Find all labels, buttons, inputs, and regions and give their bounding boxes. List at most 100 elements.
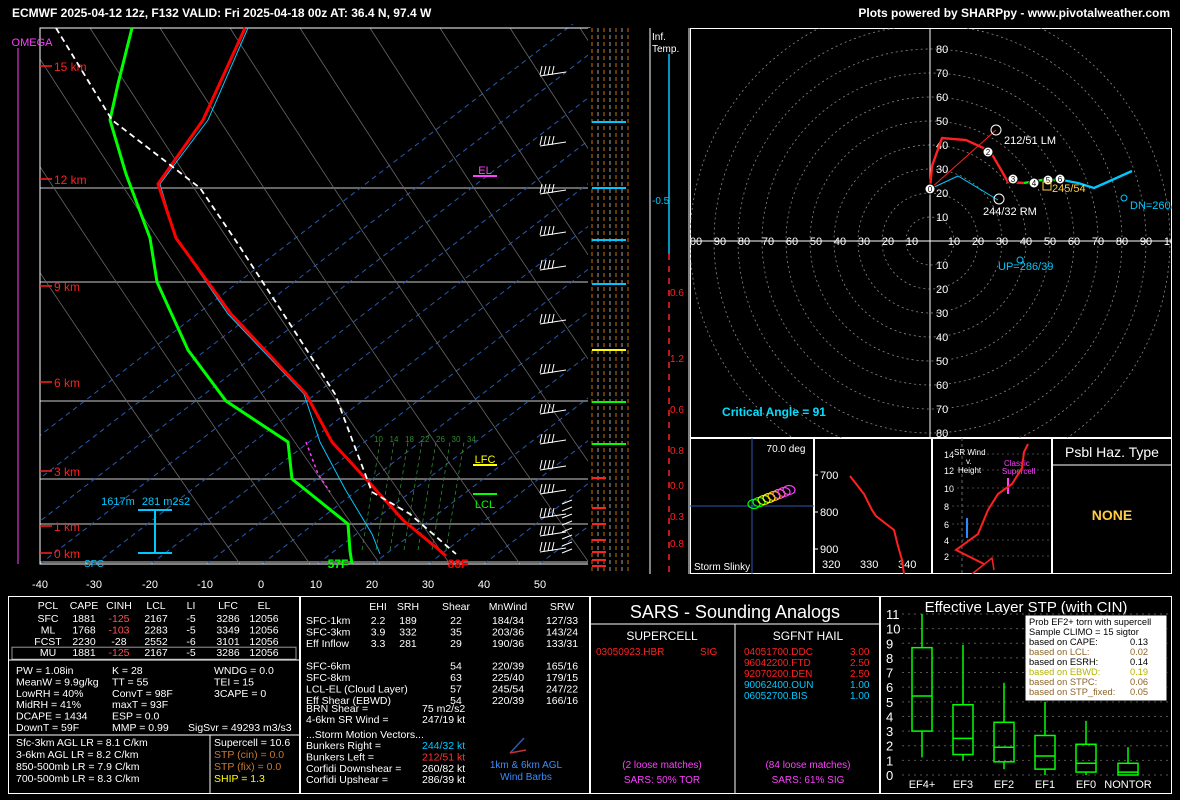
hail-title: SGFNT HAIL bbox=[773, 629, 844, 643]
critical-angle: Critical Angle = 91 bbox=[722, 405, 826, 419]
wind-barb bbox=[539, 513, 567, 519]
parcel-cell: 3286 bbox=[216, 647, 240, 659]
parcel-cell: 3349 bbox=[216, 624, 240, 636]
hodo-height-label: 5 bbox=[1046, 176, 1051, 185]
wind-barb-flag bbox=[551, 483, 555, 494]
thermo-col3: TEI = 15 bbox=[214, 676, 254, 688]
stp-legend-label: based on CAPE: bbox=[1029, 637, 1098, 647]
hail-match-val: 3.00 bbox=[850, 647, 870, 658]
parcel-cell: 2230 bbox=[72, 636, 96, 648]
wind-barb-flag bbox=[551, 259, 555, 270]
parcel-cell: 2552 bbox=[144, 636, 168, 648]
srw-profile bbox=[954, 443, 1029, 565]
barb-caption-1: 1km & 6km AGL bbox=[490, 760, 563, 771]
wind-barb-flag bbox=[551, 525, 555, 536]
hodo-ring-label-down: 50 bbox=[936, 356, 948, 368]
kinematics-panel: EHI SRH Shear MnWind SRW SFC-1km 2.2 189 22 184/3… bbox=[300, 596, 590, 794]
parcel-cell: -125 bbox=[108, 647, 129, 659]
stp-legend-value: 0.14 bbox=[1130, 657, 1148, 667]
barb-caption-2: Wind Barbs bbox=[500, 772, 552, 783]
parcel-header: LCL bbox=[146, 600, 165, 612]
hodo-height-marker bbox=[982, 146, 994, 158]
stp-category-label: EF0 bbox=[1076, 779, 1096, 791]
kin-cell: 179/15 bbox=[546, 672, 578, 684]
hazard-value: NONE bbox=[1092, 507, 1132, 523]
hodo-ring-label-down: 70 bbox=[936, 404, 948, 416]
kin-cell: 165/16 bbox=[546, 661, 578, 673]
sfc-barb bbox=[561, 513, 573, 519]
hodo-height-label: 4 bbox=[1032, 179, 1037, 188]
stp-legend-label: based on LCL: bbox=[1029, 647, 1089, 657]
composite-index: Supercell = 10.6 bbox=[214, 737, 290, 749]
parcel-cell: -5 bbox=[186, 624, 195, 636]
supercell-pct: SARS: 50% TOR bbox=[624, 775, 700, 786]
wind-barb-flag bbox=[547, 541, 551, 552]
thetae-y-label: 700 bbox=[820, 470, 838, 482]
kin-row-label: Eff Shear (EBWD) bbox=[306, 695, 391, 707]
lm-label: 212/51 LM bbox=[1004, 135, 1056, 147]
thermo-col1: DownT = 59F bbox=[16, 722, 79, 734]
lapse-rate: 850-500mb LR = 7.9 C/km bbox=[16, 761, 140, 773]
stp-box bbox=[993, 721, 1015, 763]
wind-barb-flag bbox=[539, 183, 543, 194]
inf-value: 0.6 bbox=[670, 288, 684, 299]
hodo-ring-label-up: 80 bbox=[936, 44, 948, 56]
srw46-label: 4-6km SR Wind = bbox=[306, 714, 389, 726]
kin-cell: 220/39 bbox=[492, 695, 524, 707]
kin-cell: 133/31 bbox=[546, 638, 578, 650]
hodo-x-label-right: 10 bbox=[948, 236, 960, 248]
sfc-barb bbox=[561, 548, 573, 554]
hodo-ring-label-up: 50 bbox=[936, 116, 948, 128]
parcel-cell: -5 bbox=[186, 647, 195, 659]
stp-y-label: 5 bbox=[886, 695, 893, 710]
thermo-col1: LowRH = 40% bbox=[16, 688, 83, 700]
mean-wind-label: 245/54 bbox=[1052, 183, 1086, 195]
hodo-x-label-left: 30 bbox=[858, 236, 870, 248]
srw-y-label: 12 bbox=[944, 466, 954, 476]
inf-title-2: Temp. bbox=[652, 44, 679, 55]
wind-barb-flag bbox=[539, 259, 543, 270]
hodo-x-label-right: 60 bbox=[1068, 236, 1080, 248]
wind-barb-flag bbox=[539, 541, 543, 552]
hodo-x-label-left: 60 bbox=[786, 236, 798, 248]
wind-barb bbox=[539, 141, 567, 147]
thermo-col1: DCAPE = 1434 bbox=[16, 711, 88, 723]
stp-legend-value: 0.06 bbox=[1130, 677, 1148, 687]
temp-tick-label: 0 bbox=[258, 579, 264, 591]
thermo-col2: ESP = 0.0 bbox=[112, 711, 160, 723]
hodo-ring-label-down: 10 bbox=[936, 260, 948, 272]
stp-box bbox=[1034, 734, 1056, 770]
motion-label: Bunkers Left = bbox=[306, 751, 374, 763]
parcel-cell: -6 bbox=[186, 636, 195, 648]
wind-barb-flag bbox=[539, 483, 543, 494]
hodo-x-label-left: 90 bbox=[714, 236, 726, 248]
parcel-cell: 2283 bbox=[144, 624, 168, 636]
mean-wind-marker bbox=[1042, 181, 1052, 191]
wind-barb-flag bbox=[547, 259, 551, 270]
hodo-lm-line bbox=[929, 129, 997, 190]
stp-legend-label: based on ESRH: bbox=[1029, 657, 1098, 667]
srw-title-3: Height bbox=[958, 466, 982, 475]
temp-tick-label: -20 bbox=[142, 579, 158, 591]
parcel-cell: ML bbox=[41, 624, 56, 636]
kin-cell: 220/39 bbox=[492, 661, 524, 673]
supercell-title: SUPERCELL bbox=[626, 629, 698, 643]
hodo-ring-label-down: 30 bbox=[936, 308, 948, 320]
supercell-loose: (2 loose matches) bbox=[622, 760, 701, 771]
srw-y-label: 2 bbox=[944, 552, 949, 562]
motion-value: 244/32 kt bbox=[422, 740, 465, 752]
parcel-cell: -28 bbox=[111, 636, 126, 648]
wind-barb-flag bbox=[551, 459, 555, 470]
stp-legend-value: 0.13 bbox=[1130, 637, 1148, 647]
thetae-y-label: 800 bbox=[820, 507, 838, 519]
motion-label: Corfidi Downshear = bbox=[306, 763, 401, 775]
mixing-ratio-label: 22 bbox=[421, 435, 430, 444]
wind-barb-flag bbox=[539, 433, 543, 444]
stp-legend-label: based on EBWD: bbox=[1029, 667, 1100, 677]
wind-barb-flag bbox=[547, 483, 551, 494]
parcel-header: EL bbox=[258, 600, 271, 612]
stp-y-label: 2 bbox=[886, 739, 893, 754]
kin-cell: 29 bbox=[450, 638, 462, 650]
supercell-match-val: SIG bbox=[700, 647, 717, 658]
